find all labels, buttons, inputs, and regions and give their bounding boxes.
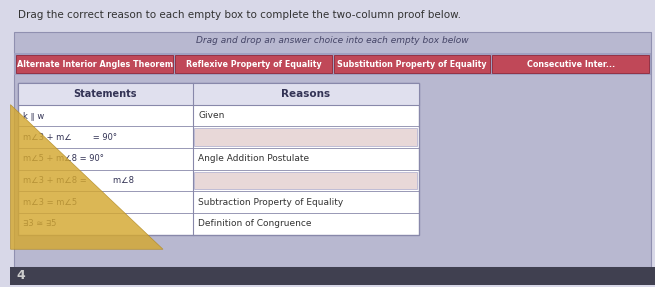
FancyBboxPatch shape xyxy=(493,55,649,73)
FancyBboxPatch shape xyxy=(195,172,417,189)
FancyBboxPatch shape xyxy=(175,55,332,73)
Text: Given: Given xyxy=(198,111,225,120)
Text: m∠3 = m∠5: m∠3 = m∠5 xyxy=(24,197,77,207)
FancyBboxPatch shape xyxy=(16,55,173,73)
Text: Consecutive Inter...: Consecutive Inter... xyxy=(527,60,615,69)
FancyBboxPatch shape xyxy=(195,128,417,146)
FancyBboxPatch shape xyxy=(18,83,419,105)
FancyBboxPatch shape xyxy=(10,267,655,285)
Polygon shape xyxy=(10,105,163,249)
Text: m∠3 + m∠        = 90°: m∠3 + m∠ = 90° xyxy=(24,133,117,141)
FancyBboxPatch shape xyxy=(334,55,491,73)
Text: Reflexive Property of Equality: Reflexive Property of Equality xyxy=(185,60,322,69)
FancyBboxPatch shape xyxy=(18,83,419,234)
Text: k ∥ w: k ∥ w xyxy=(24,111,45,120)
Text: Substitution Property of Equality: Substitution Property of Equality xyxy=(337,60,487,69)
Text: Subtraction Property of Equality: Subtraction Property of Equality xyxy=(198,197,344,207)
Text: Alternate Interior Angles Theorem: Alternate Interior Angles Theorem xyxy=(16,60,173,69)
Text: Angle Addition Postulate: Angle Addition Postulate xyxy=(198,154,310,163)
Text: Reasons: Reasons xyxy=(281,89,330,99)
Text: m∠3 + m∠8 =          m∠8: m∠3 + m∠8 = m∠8 xyxy=(24,176,134,185)
Text: ∃3 ≅ ∃5: ∃3 ≅ ∃5 xyxy=(24,219,57,228)
Text: 4: 4 xyxy=(16,269,25,282)
FancyBboxPatch shape xyxy=(14,32,651,267)
Text: Drag and drop an answer choice into each empty box below: Drag and drop an answer choice into each… xyxy=(196,36,469,45)
Text: Definition of Congruence: Definition of Congruence xyxy=(198,219,312,228)
FancyBboxPatch shape xyxy=(14,53,651,75)
Text: Statements: Statements xyxy=(74,89,137,99)
Text: Drag the correct reason to each empty box to complete the two-column proof below: Drag the correct reason to each empty bo… xyxy=(18,10,461,20)
Text: m∠5 + m∠8 = 90°: m∠5 + m∠8 = 90° xyxy=(24,154,104,163)
